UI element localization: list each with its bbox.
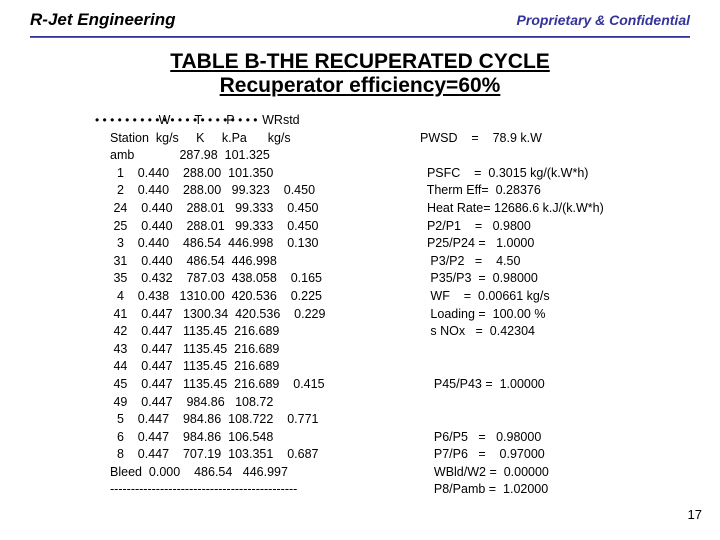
page-number: 17	[688, 507, 702, 522]
side-column: PWSD = 78.9 k.W PSFC = 0.3015 kg/(k.W*h)…	[420, 112, 604, 499]
header-rule	[30, 36, 690, 38]
company-name: R-Jet Engineering	[30, 10, 175, 30]
content-area: • • • • • • • • • • • • • • • • • • • • …	[0, 112, 720, 499]
title-line1: TABLE B-THE RECUPERATED CYCLE	[0, 50, 720, 74]
proprietary-label: Proprietary & Confidential	[517, 12, 690, 28]
title-block: TABLE B-THE RECUPERATED CYCLE Recuperato…	[0, 50, 720, 98]
bullet-strip: • • • • • • • • • • • • • • • • • • • • …	[95, 112, 257, 130]
title-line2: Recuperator efficiency=60%	[0, 74, 720, 98]
data-table: W T P WRstd Station kg/s K k.Pa kg/s amb…	[110, 112, 720, 499]
header: R-Jet Engineering Proprietary & Confiden…	[0, 0, 720, 36]
header-rule-wrap	[0, 36, 720, 38]
